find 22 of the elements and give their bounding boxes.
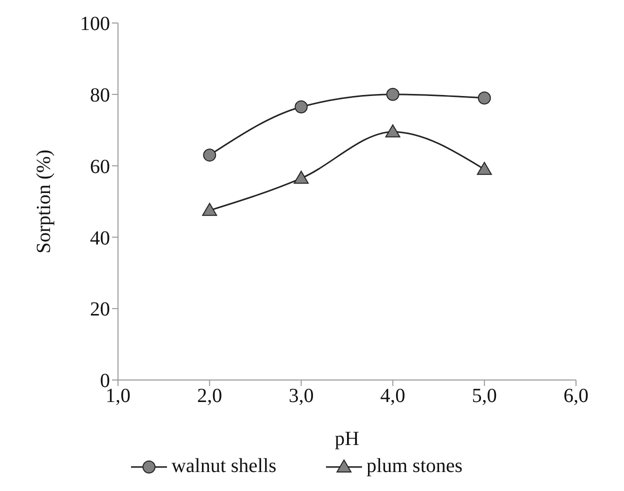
x-tick-label: 5,0 (472, 385, 497, 408)
point (203, 148, 216, 162)
point (476, 162, 492, 175)
y-tick-label: 20 (90, 298, 110, 321)
point (386, 88, 400, 101)
x-tick-label: 6,0 (564, 385, 588, 408)
point (478, 91, 491, 104)
point (294, 100, 308, 114)
legend-label: walnut shells (171, 455, 276, 478)
point (202, 202, 218, 216)
x-tick-label: 4,0 (380, 385, 406, 408)
y-tick-label: 60 (90, 156, 110, 178)
y-tick-label: 100 (80, 13, 110, 36)
point (385, 124, 400, 138)
point (294, 170, 309, 184)
x-tick-label: 3,0 (288, 385, 314, 408)
x-tick-label: 2,0 (197, 385, 222, 408)
y-tick-label: 40 (90, 227, 110, 250)
x-axis-title: pH (334, 428, 360, 450)
y-axis-title: Sorption (%) (33, 150, 56, 254)
legend-label: plum stones (366, 455, 463, 478)
y-tick-label: 80 (90, 84, 110, 106)
